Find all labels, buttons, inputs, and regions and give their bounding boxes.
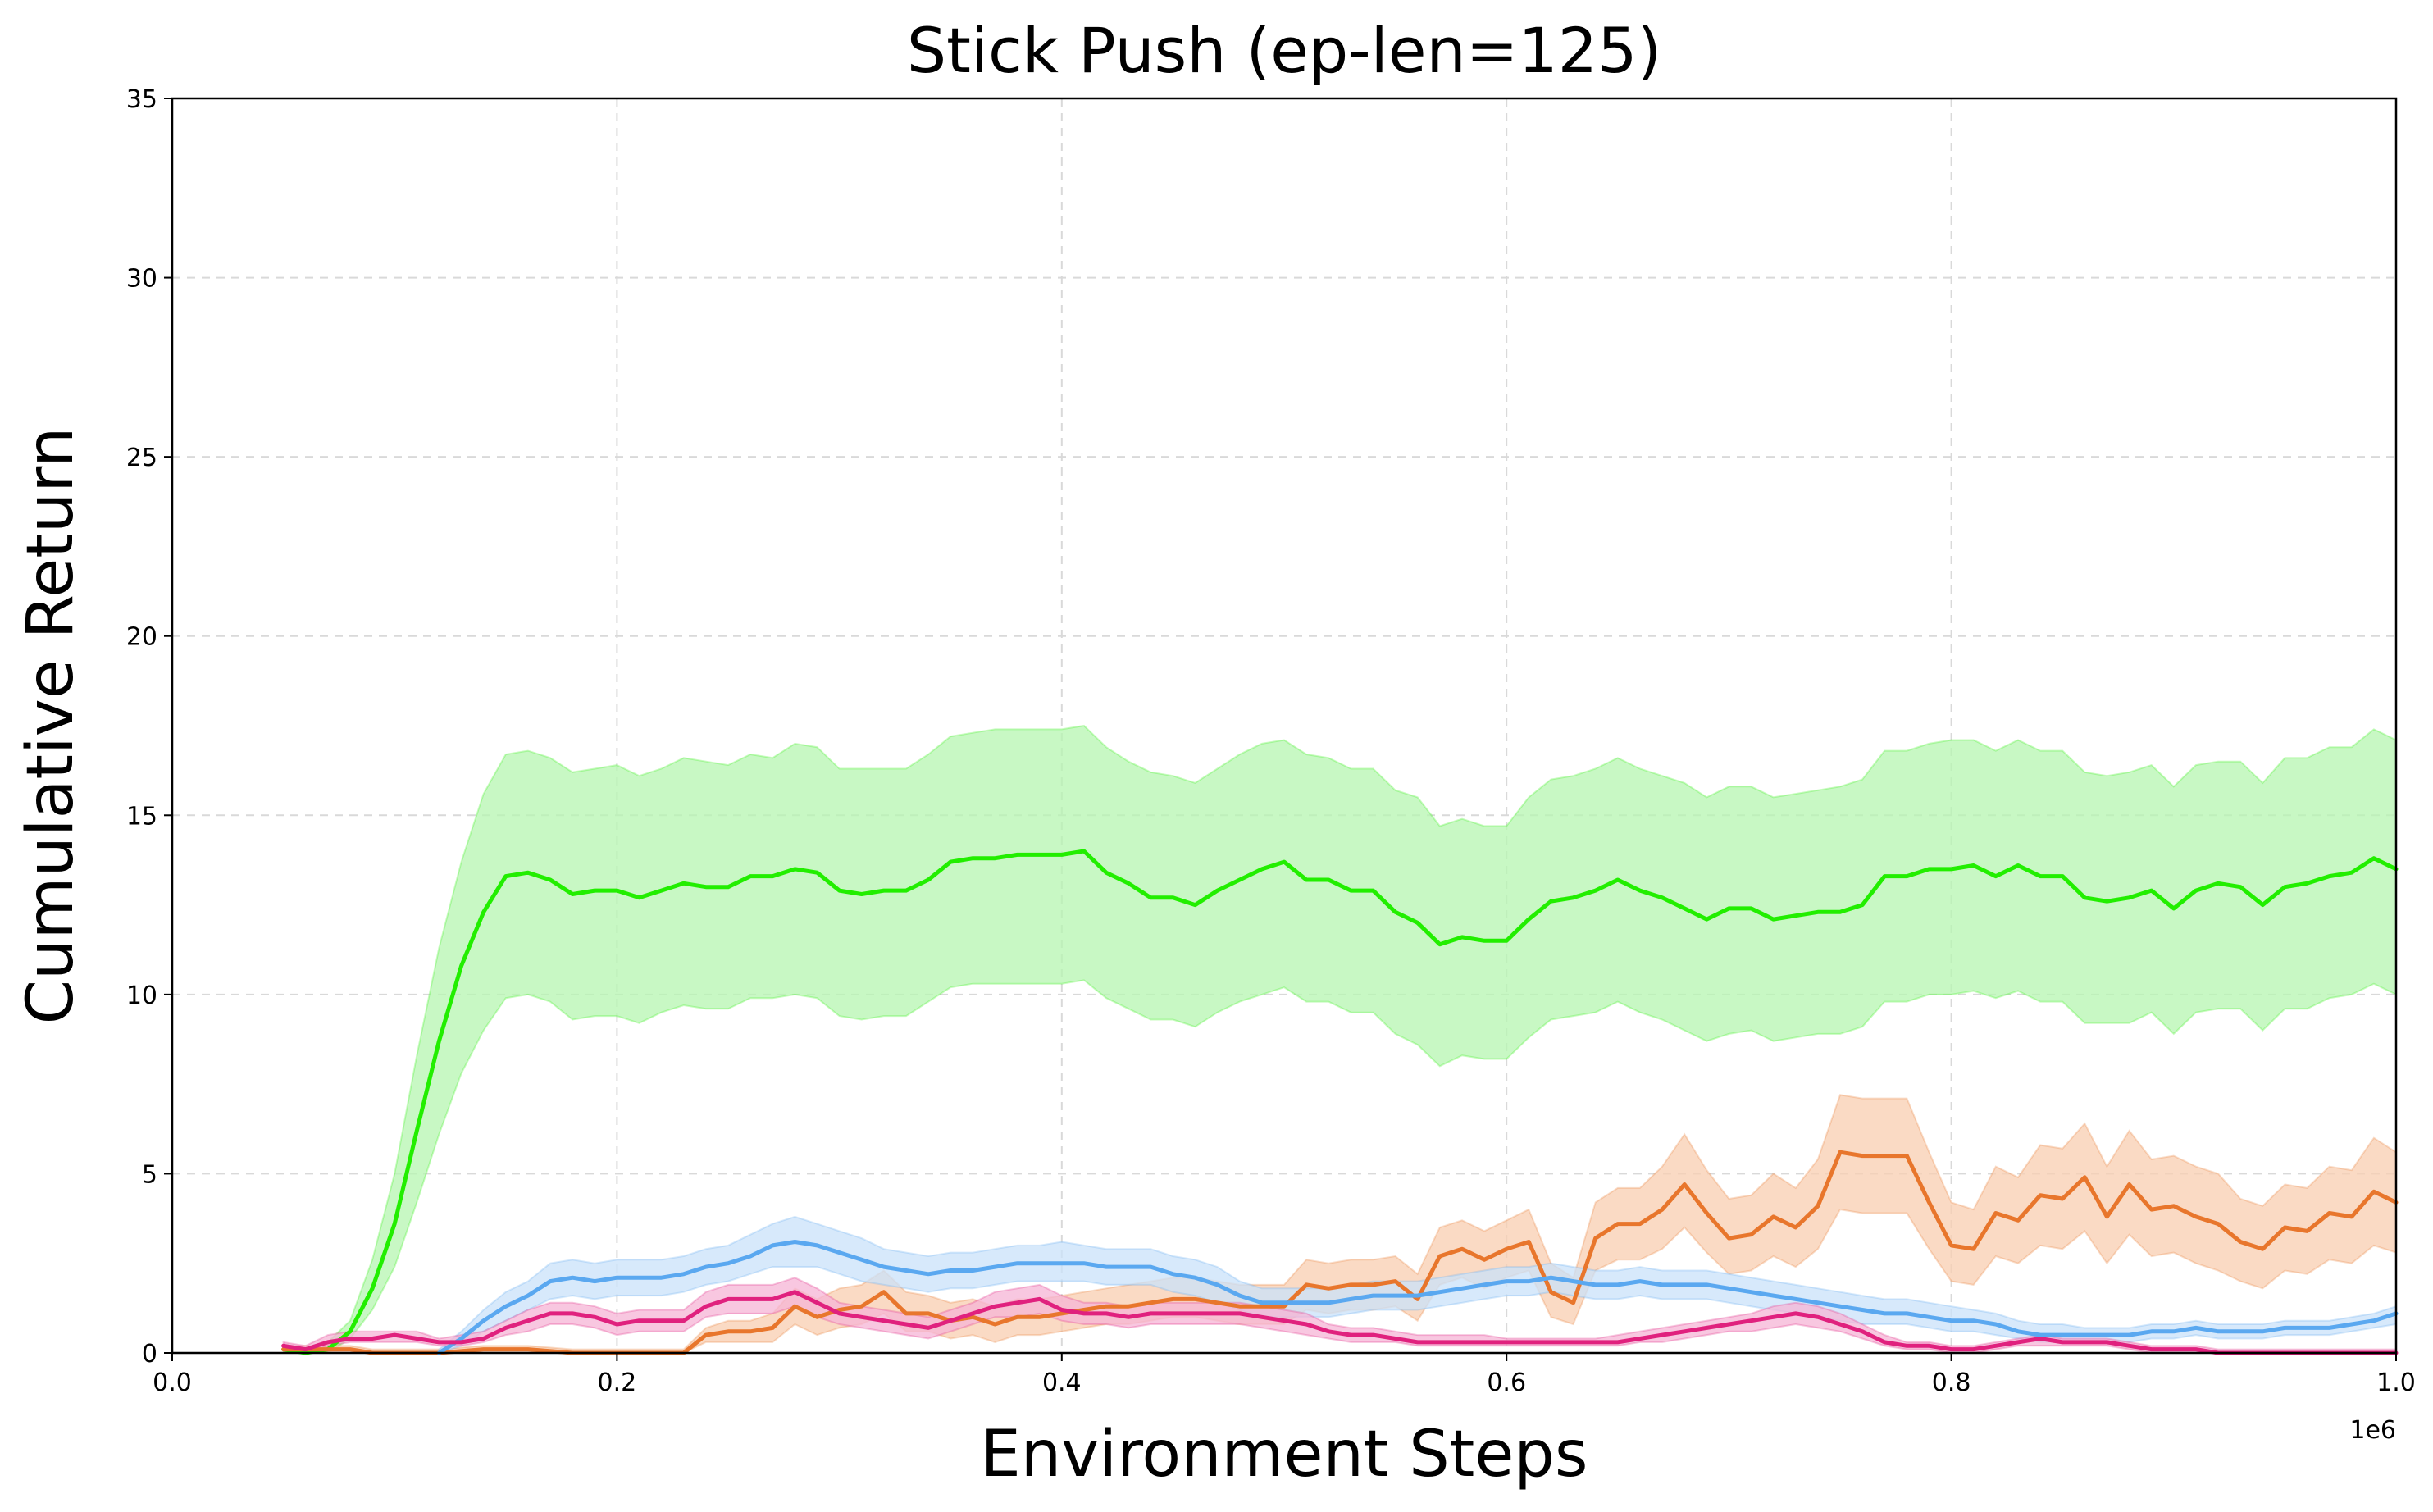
series-4-line [281, 1290, 2399, 1355]
x-axis-offset-label: 1e6 [2349, 1416, 2396, 1445]
y-tick-label: 0 [142, 1340, 157, 1369]
series-lines [281, 849, 2399, 1355]
x-axis-label: Environment Steps [980, 1418, 1588, 1492]
chart-title: Stick Push (ep-len=125) [907, 14, 1661, 87]
y-tick-label: 10 [126, 981, 157, 1010]
y-tick-label: 30 [126, 265, 157, 294]
y-tick-label: 20 [126, 623, 157, 652]
y-tick-label: 5 [142, 1160, 157, 1189]
y-tick-label: 35 [126, 85, 157, 114]
x-tick-label: 0.6 [1487, 1369, 1526, 1397]
axis-ticks: 0.0 0.2 0.4 0.6 0.8 1.0 0 5 10 15 20 25 30 35 [126, 85, 2416, 1397]
x-tick-label: 0.0 [153, 1369, 192, 1397]
x-tick-label: 0.8 [1932, 1369, 1971, 1397]
plot-area-frame [171, 97, 2398, 1355]
series-2-line [281, 1150, 2399, 1355]
y-tick-label: 15 [126, 802, 157, 831]
y-tick-label: 25 [126, 444, 157, 472]
x-tick-label: 1.0 [2376, 1369, 2416, 1397]
series-1-line [281, 849, 2399, 1355]
x-tick-label: 0.4 [1042, 1369, 1082, 1397]
x-tick-label: 0.2 [598, 1369, 637, 1397]
series-3-line [436, 1240, 2399, 1355]
y-axis-label: Cumulative Return [14, 427, 88, 1025]
